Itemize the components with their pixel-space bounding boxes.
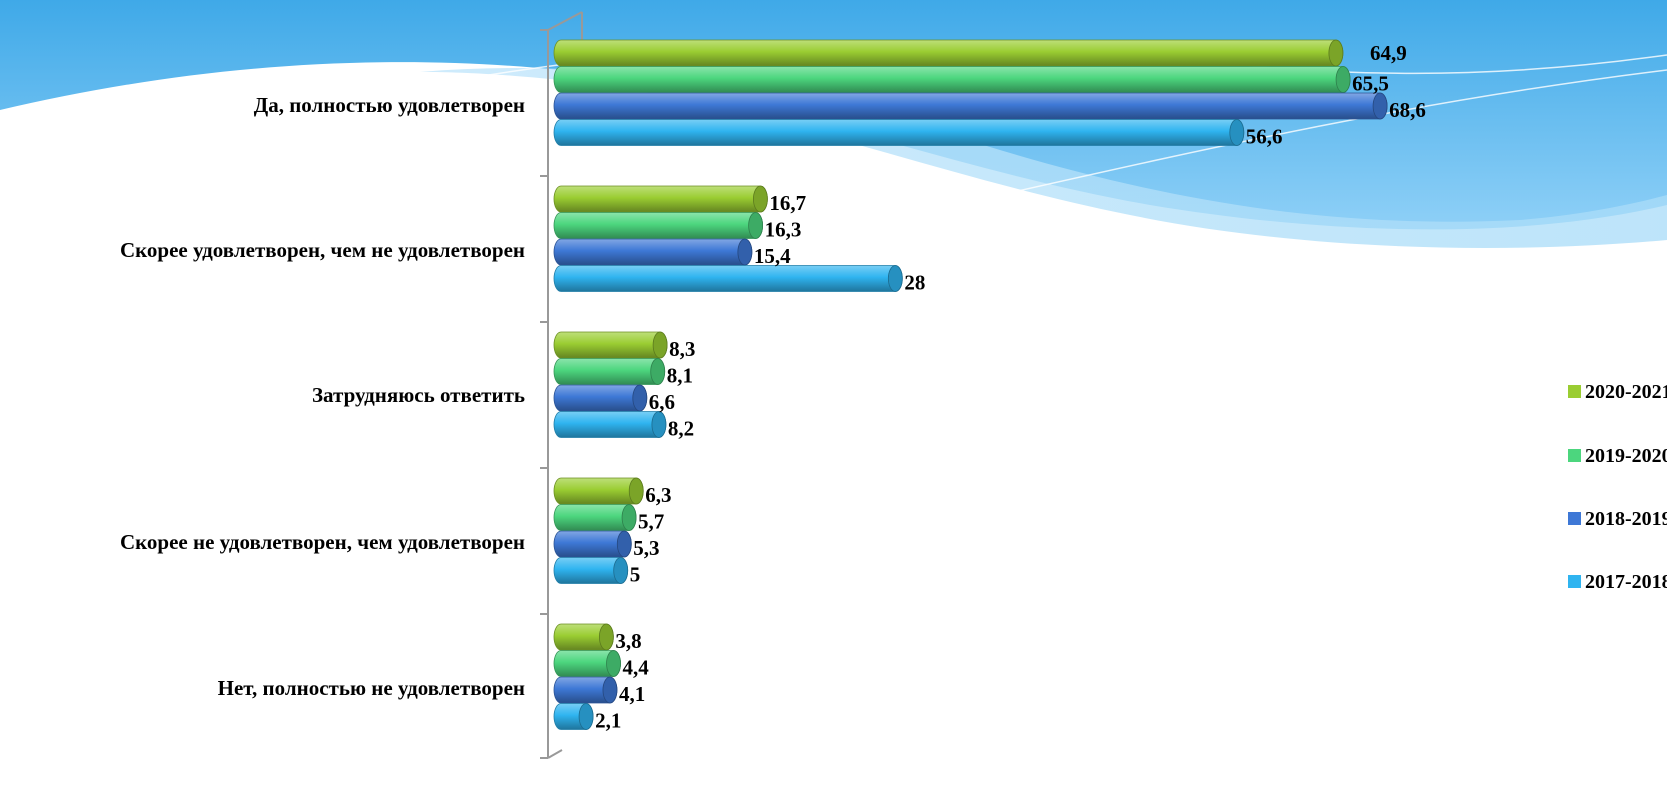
bar [553,477,644,505]
bar [553,238,753,266]
bar-cap [1229,119,1245,146]
category-labels: Да, полностью удовлетворен Скорее удовлет… [120,93,525,700]
category-label: Нет, полностью не удовлетворен [218,676,525,700]
data-label: 64,9 [1370,41,1407,65]
bar [553,265,903,292]
bar-cap [632,384,648,412]
bar [553,331,668,359]
legend-label: 2019-2020 [1585,445,1667,467]
bar-cap [602,676,618,704]
bar-cap [737,238,753,266]
data-label: 8,2 [668,417,694,441]
y-axis [540,11,583,759]
bar [553,185,768,213]
data-label: 6,6 [649,390,675,414]
bar-cap [598,623,614,651]
axis-depth-line [547,11,583,31]
bar [553,92,1388,120]
legend-item: 2019-2020 [1568,445,1667,467]
bar-body [553,265,903,292]
bar [553,411,667,438]
bar [553,676,618,704]
bar-cap [887,265,903,292]
bar-body [553,358,666,385]
bar-body [553,238,753,266]
data-label: 56,6 [1246,125,1283,149]
legend-item: 2017-2018 [1568,571,1667,593]
legend-swatch [1568,575,1581,588]
bars [553,39,1388,730]
bar-body [553,92,1388,120]
bar [553,504,637,531]
bar-cap [613,557,629,584]
legend: 2020-2021 2019-2020 2018-2019 2017-2018 [1568,381,1667,593]
bar [553,39,1344,67]
bar [553,703,594,730]
category-label: Затрудняюсь ответить [312,383,525,407]
legend-swatch [1568,512,1581,525]
legend-item: 2020-2021 [1568,381,1667,403]
data-label: 68,6 [1389,98,1426,122]
data-label: 8,3 [669,337,695,361]
data-label: 3,8 [615,629,641,653]
bar-body [553,212,764,239]
bar-cap [606,650,621,677]
bar-body [553,39,1344,67]
bar-cap [1328,39,1344,67]
bar-cap [621,504,637,531]
legend-item: 2018-2019 [1568,508,1667,530]
bar [553,384,648,412]
bar [553,650,621,677]
bar [553,557,629,584]
legend-label: 2017-2018 [1585,571,1667,593]
bar [553,119,1245,146]
category-label: Да, полностью удовлетворен [254,93,525,117]
data-label: 6,3 [645,483,671,507]
bar-cap [652,331,668,359]
bar-cap [1335,66,1351,93]
data-label: 65,5 [1352,72,1389,96]
bar-cap [752,185,768,213]
legend-swatch [1568,449,1581,462]
data-label: 5 [630,563,641,587]
bar-cap [651,411,667,438]
bar-body [553,331,668,359]
bar [553,212,764,239]
data-label: 2,1 [595,709,621,733]
bar-cap [1372,92,1388,120]
data-label: 5,3 [633,536,659,560]
bar-cap [628,477,644,505]
axis-bottom-line [547,749,563,759]
data-label: 4,1 [619,682,645,706]
legend-label: 2020-2021 [1585,381,1667,403]
legend-label: 2018-2019 [1585,508,1667,530]
bar-cap [616,530,632,558]
bar [553,623,614,651]
bar-cap [748,212,764,239]
category-label: Скорее удовлетворен, чем не удовлетворен [120,238,525,262]
bar-body [553,66,1351,93]
data-label: 15,4 [754,244,791,268]
data-label: 16,7 [769,191,806,215]
value-labels: 64,9 16,7 8,3 6,3 3,8 65,5 16,3 8,1 5,7 4,4 68,6 15… [595,41,1426,733]
bar-body [553,119,1245,146]
data-label: 8,1 [667,364,693,388]
data-label: 28 [904,271,925,295]
bar-cap [650,358,666,385]
data-label: 16,3 [765,218,802,242]
bar [553,66,1351,93]
legend-swatch [1568,385,1581,398]
data-label: 4,4 [623,656,650,680]
bar [553,530,632,558]
bar-cap [578,703,594,730]
bar-body [553,185,768,213]
bar [553,358,666,385]
category-label: Скорее не удовлетворен, чем удовлетворен [120,530,525,554]
data-label: 5,7 [638,510,664,534]
bar-body [553,411,667,438]
